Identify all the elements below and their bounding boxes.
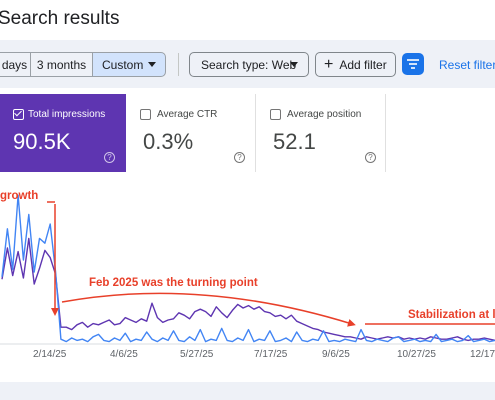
add-filter-button[interactable]: + Add filter: [315, 52, 396, 77]
x-tick-label: 9/6/25: [322, 349, 350, 360]
page-title: Search results: [0, 8, 119, 30]
metric-card-total-impressions[interactable]: Total impressions 90.5K ?: [0, 94, 126, 172]
turning-point-annotation: Feb 2025 was the turning point: [89, 277, 258, 289]
reset-filters-link[interactable]: Reset filters: [439, 58, 495, 72]
performance-chart-svg: [0, 194, 495, 345]
growth-annotation: growth: [0, 190, 39, 202]
stabilization-annotation: Stabilization at l: [408, 309, 495, 321]
range-days-button[interactable]: days: [0, 52, 31, 77]
impressions-series-line: [1, 237, 495, 342]
add-filter-label: Add filter: [339, 57, 387, 72]
page-title-text: Search results: [0, 8, 120, 29]
metric-value: 0.3%: [143, 129, 194, 154]
metric-cards: Total impressions 90.5K ? Average CTR 0.…: [0, 94, 495, 172]
x-tick-label: 4/6/25: [110, 349, 138, 360]
metric-value: 52.1: [273, 129, 316, 154]
x-tick-label: 5/27/25: [180, 349, 214, 360]
x-tick-label: 7/17/25: [254, 349, 288, 360]
metric-label: Average position: [287, 109, 362, 120]
metric-label: Average CTR: [157, 109, 218, 120]
metric-card-average-position[interactable]: Average position 52.1 ?: [256, 94, 386, 172]
toolbar-divider: [178, 53, 179, 76]
x-tick-label: 12/17: [470, 349, 495, 360]
help-icon[interactable]: ?: [234, 152, 245, 163]
caret-down-icon: [148, 62, 156, 67]
filter-settings-button[interactable]: [402, 53, 424, 75]
checkbox-icon[interactable]: [140, 109, 151, 120]
filter-lines-icon: [407, 59, 419, 69]
caret-down-icon: [290, 62, 298, 67]
performance-chart: [0, 172, 495, 382]
turning-point-arrow: [61, 292, 356, 327]
help-icon[interactable]: ?: [365, 152, 376, 163]
metric-card-average-ctr[interactable]: Average CTR 0.3% ?: [126, 94, 256, 172]
x-tick-label: 10/27/25: [397, 349, 436, 360]
range-custom-dropdown[interactable]: Custom: [92, 52, 166, 77]
range-custom-label: Custom: [102, 57, 144, 72]
search-type-label: Search type: Web: [201, 57, 297, 72]
search-type-dropdown[interactable]: Search type: Web: [189, 52, 309, 77]
checkbox-checked-icon[interactable]: [13, 109, 24, 120]
filter-toolbar: days 3 months Custom Search type: Web + …: [0, 40, 495, 88]
range-3-months-label: 3 months: [36, 57, 87, 72]
metric-label: Total impressions: [28, 109, 106, 120]
plus-icon: +: [324, 55, 334, 73]
range-days-label: days: [1, 57, 28, 72]
range-3-months-button[interactable]: 3 months: [30, 52, 93, 77]
checkbox-icon[interactable]: [270, 109, 281, 120]
metric-value: 90.5K: [13, 129, 71, 154]
reset-filters-label: Reset filters: [439, 58, 495, 72]
x-tick-label: 2/14/25: [33, 349, 67, 360]
help-icon[interactable]: ?: [104, 152, 115, 163]
bottom-band: [0, 382, 495, 400]
clicks-series-line: [1, 194, 495, 343]
